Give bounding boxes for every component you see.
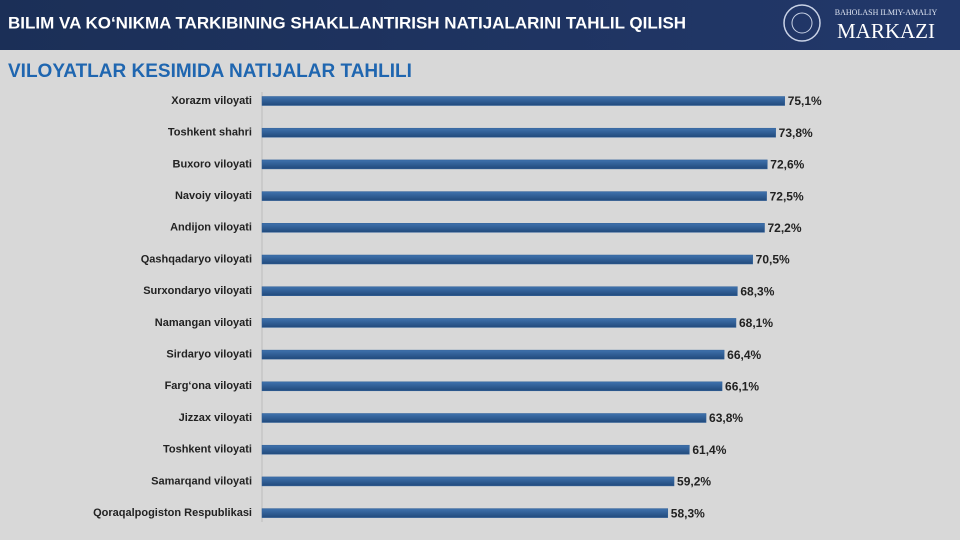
y-tick-label: Qashqadaryo viloyati	[141, 253, 252, 265]
y-tick-label: Andijon viloyati	[170, 222, 252, 234]
y-tick-label: Buxoro viloyati	[173, 158, 252, 170]
bar	[261, 508, 669, 518]
data-label: 59,2%	[677, 475, 711, 489]
logo-text: BAHOLASH ILMIY-AMALIY	[835, 8, 938, 17]
y-tick-label: Namangan viloyati	[155, 317, 252, 329]
bar	[261, 96, 785, 106]
data-label: 70,5%	[756, 253, 790, 267]
data-label: 68,3%	[740, 284, 774, 298]
bar	[261, 254, 753, 265]
logo-text: MARKAZI	[837, 19, 935, 43]
bar	[261, 413, 707, 423]
logo-emblem-inner	[791, 12, 813, 34]
data-label: 72,2%	[768, 221, 802, 235]
chart-title: VILOYATLAR KESIMIDA NATIJALAR TAHLILI	[8, 61, 412, 82]
bar	[261, 318, 737, 328]
y-tick-label: Samarqand viloyati	[151, 475, 252, 487]
bar	[261, 223, 765, 233]
y-tick-label: Toshkent shahri	[168, 127, 252, 139]
bar	[261, 127, 776, 138]
data-label: 63,8%	[709, 411, 743, 425]
y-tick-label: Sirdaryo viloyati	[166, 349, 252, 361]
data-label: 66,1%	[725, 379, 759, 393]
bar	[261, 444, 690, 455]
bar	[261, 349, 725, 360]
data-label: 68,1%	[739, 316, 773, 330]
bar	[261, 159, 768, 170]
bar	[261, 286, 738, 296]
y-tick-label: Farg‘ona viloyati	[165, 380, 252, 392]
bar	[261, 476, 675, 487]
y-tick-label: Qoraqalpogiston Respublikasi	[93, 507, 252, 519]
data-label: 61,4%	[692, 443, 726, 457]
data-label: 75,1%	[788, 94, 822, 108]
data-label: 72,5%	[770, 189, 804, 203]
header-bar	[0, 0, 960, 50]
data-label: 72,6%	[770, 158, 804, 172]
y-tick-label: Xorazm viloyati	[171, 95, 252, 107]
bar	[261, 191, 767, 201]
y-tick-label: Jizzax viloyati	[179, 412, 252, 424]
bar	[261, 381, 723, 392]
logo-emblem	[783, 4, 821, 42]
y-tick-label: Surxondaryo viloyati	[143, 285, 252, 297]
data-label: 66,4%	[727, 348, 761, 362]
header-title: BILIM VA KO‘NIKMA TARKIBINING SHAKLLANTI…	[8, 13, 686, 32]
y-tick-label: Navoiy viloyati	[175, 190, 252, 202]
y-tick-label: Toshkent viloyati	[163, 444, 252, 456]
data-label: 58,3%	[671, 506, 705, 520]
data-label: 73,8%	[779, 126, 813, 140]
